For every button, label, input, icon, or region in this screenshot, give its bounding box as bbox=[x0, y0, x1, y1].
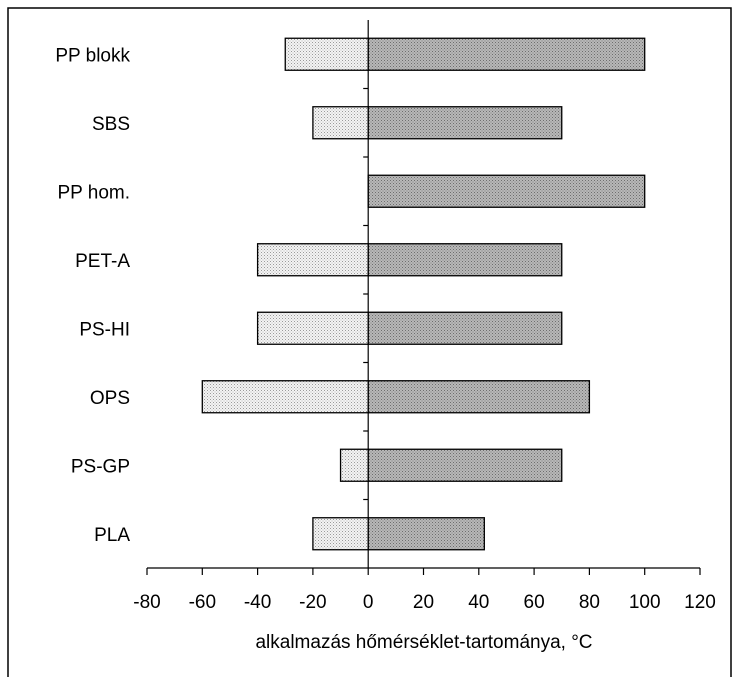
category-label-7: PLA bbox=[94, 525, 130, 546]
bar-lower-1 bbox=[312, 106, 369, 140]
x-tick-label-9: 100 bbox=[629, 592, 661, 613]
bar-upper-1 bbox=[367, 106, 563, 140]
x-tick-label-1: -60 bbox=[189, 592, 216, 613]
bar-lower-6 bbox=[339, 448, 369, 482]
bar-lower-7 bbox=[312, 517, 369, 551]
bar-upper-2 bbox=[367, 174, 646, 208]
bar-lower-4 bbox=[256, 311, 369, 345]
category-label-0: PP blokk bbox=[55, 45, 130, 66]
bar-upper-7 bbox=[367, 517, 485, 551]
bar-lower-3 bbox=[256, 243, 369, 277]
category-label-3: PET-A bbox=[75, 251, 130, 272]
x-tick-label-6: 40 bbox=[468, 592, 489, 613]
x-tick-label-5: 20 bbox=[413, 592, 434, 613]
x-tick-label-10: 120 bbox=[684, 592, 716, 613]
bar-upper-3 bbox=[367, 243, 563, 277]
x-axis-title: alkalmazás hőmérséklet-tartománya, °C bbox=[255, 632, 592, 653]
x-tick-label-0: -80 bbox=[133, 592, 160, 613]
category-label-2: PP hom. bbox=[57, 182, 130, 203]
bar-upper-4 bbox=[367, 311, 563, 345]
x-tick-label-7: 60 bbox=[524, 592, 545, 613]
x-tick-label-8: 80 bbox=[579, 592, 600, 613]
category-label-5: OPS bbox=[90, 388, 130, 409]
bar-upper-0 bbox=[367, 37, 646, 71]
category-label-6: PS-GP bbox=[71, 456, 130, 477]
category-label-1: SBS bbox=[92, 114, 130, 135]
plot-area: PP blokk SBS PP hom. PET-A PS-HI OPS PS-GP PLA -… bbox=[55, 20, 716, 613]
x-tick-label-4: 0 bbox=[363, 592, 374, 613]
bar-lower-5 bbox=[201, 380, 369, 414]
bar-lower-0 bbox=[284, 37, 369, 71]
bar-upper-5 bbox=[367, 380, 591, 414]
bar-upper-6 bbox=[367, 448, 563, 482]
x-tick-label-2: -40 bbox=[244, 592, 271, 613]
category-label-4: PS-HI bbox=[79, 319, 130, 340]
x-tick-label-3: -20 bbox=[299, 592, 326, 613]
